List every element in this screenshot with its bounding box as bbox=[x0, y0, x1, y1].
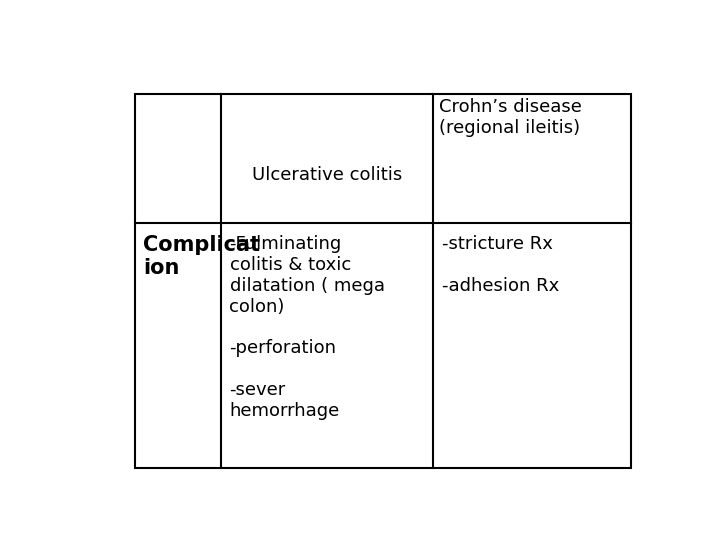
Text: -stricture Rx

-adhesion Rx: -stricture Rx -adhesion Rx bbox=[441, 235, 559, 295]
Text: -Fulminating
colitis & toxic
dilatation ( mega
colon)

-perforation

-sever
hemo: -Fulminating colitis & toxic dilatation … bbox=[230, 235, 384, 420]
Text: Ulcerative colitis: Ulcerative colitis bbox=[252, 166, 402, 184]
Text: Complicat
ion: Complicat ion bbox=[143, 235, 260, 279]
Text: Crohn’s disease
(regional ileitis): Crohn’s disease (regional ileitis) bbox=[438, 98, 582, 137]
